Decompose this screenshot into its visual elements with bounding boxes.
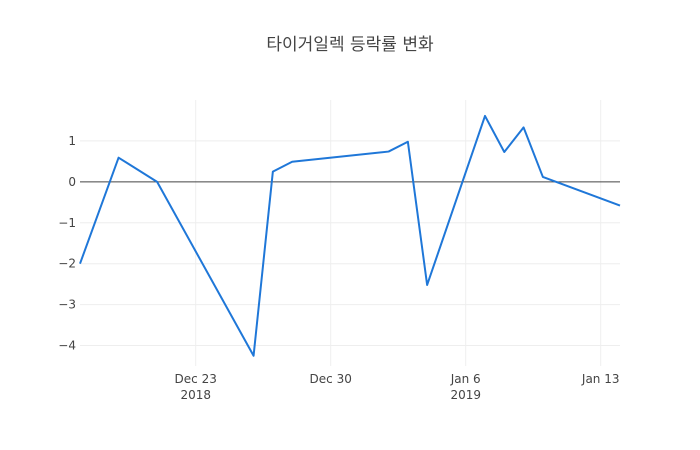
y-tick-label: −1 xyxy=(58,216,76,230)
x-tick-year-label: 2018 xyxy=(180,388,211,402)
chart-title: 타이거일렉 등락률 변화 xyxy=(266,35,434,55)
y-tick-label: −2 xyxy=(58,257,76,271)
y-tick-label: −4 xyxy=(58,339,76,353)
x-tick-year-label: 2019 xyxy=(450,388,481,402)
tick-label-layer: 1 0 −1 −2 −3 −4 Dec 23 2018 Dec 30 Jan 6 2019 Jan 1… xyxy=(58,134,619,402)
series-line xyxy=(79,114,621,357)
series-layer xyxy=(79,114,621,357)
y-tick-label: 1 xyxy=(68,134,76,148)
grid-layer xyxy=(80,100,620,366)
x-tick-label: Dec 30 xyxy=(310,372,352,386)
y-tick-label: 0 xyxy=(68,175,76,189)
x-tick-label: Dec 23 xyxy=(175,372,217,386)
x-tick-label: Jan 13 xyxy=(581,372,620,386)
x-tick-label: Jan 6 xyxy=(450,372,481,386)
y-tick-label: −3 xyxy=(58,298,76,312)
